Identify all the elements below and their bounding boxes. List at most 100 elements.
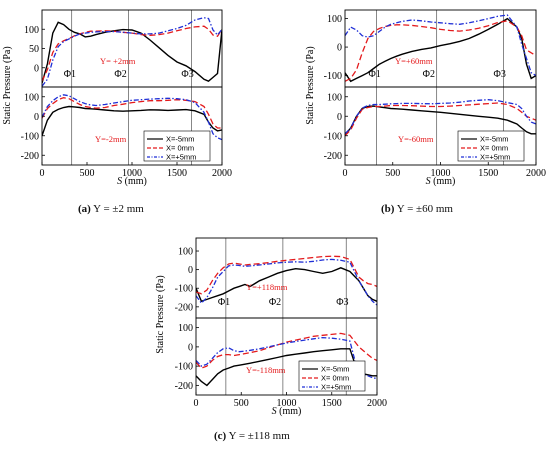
panel-annotation: Y=+60mm bbox=[395, 56, 433, 66]
phi-marker-label: Φ3 bbox=[494, 69, 506, 80]
y-tick-label: -100 bbox=[21, 131, 39, 142]
y-tick-label: 0 bbox=[188, 265, 193, 276]
legend-label: X= 0mm bbox=[480, 144, 508, 153]
x-tick-label: 1000 bbox=[122, 168, 142, 179]
caption-a: (a) Y = ±2 mm bbox=[78, 203, 144, 215]
y-tick-label: 0 bbox=[188, 342, 193, 353]
phi-marker-label: Φ1 bbox=[369, 69, 381, 80]
y-tick-label: 100 bbox=[24, 25, 39, 36]
y-tick-label: 100 bbox=[327, 14, 342, 25]
legend-label: X=-5mm bbox=[321, 365, 350, 374]
series-line-x-minus5 bbox=[345, 105, 536, 136]
legend-box bbox=[298, 360, 366, 392]
series-line-x-0 bbox=[345, 102, 536, 137]
y-tick-label: -100 bbox=[175, 284, 193, 295]
x-tick-label: 1500 bbox=[322, 398, 342, 409]
series-line-x-0 bbox=[345, 20, 536, 82]
phi-marker-label: Φ2 bbox=[114, 69, 126, 80]
y-tick-label: 0 bbox=[337, 112, 342, 123]
panel-b-top: -100 0 100 Y=+60mm Φ1 Φ2 Φ3 bbox=[324, 9, 537, 88]
series-line-x-0 bbox=[196, 255, 377, 295]
x-tick-label: 2000 bbox=[212, 168, 232, 179]
series-line-x-plus5 bbox=[345, 14, 536, 77]
series-line-x-plus5 bbox=[345, 99, 536, 135]
panel-annotation: Y=-118mm bbox=[246, 365, 286, 375]
y-tick-label: 100 bbox=[24, 92, 39, 103]
phi-marker-label: Φ2 bbox=[423, 69, 435, 80]
y-tick-label: -100 bbox=[175, 362, 193, 373]
y-tick-label: -100 bbox=[324, 131, 342, 142]
series-line-x-0 bbox=[196, 332, 377, 369]
x-tick-label: 1000 bbox=[277, 398, 297, 409]
legend-box bbox=[457, 130, 525, 162]
legend-label: X=+5mm bbox=[321, 383, 351, 392]
x-axis-label-unit: (mm) bbox=[277, 406, 302, 417]
x-axis-label-symbol: S bbox=[272, 406, 277, 417]
x-tick-label: 1500 bbox=[167, 168, 187, 179]
panel-a-top: 0 50 100 Y= +2mm Φ1 Φ2 Φ3 bbox=[24, 9, 223, 88]
phi-marker-label: Φ3 bbox=[181, 69, 193, 80]
panel-c-top: -200 -100 0 100 Y=+118mm Φ1 Φ2 Φ3 bbox=[175, 237, 378, 319]
x-axis-label: S (mm) bbox=[272, 406, 302, 417]
phi-marker-label: Φ1 bbox=[64, 69, 76, 80]
series-line-x-plus5 bbox=[42, 94, 222, 141]
y-tick-label: -200 bbox=[324, 151, 342, 162]
y-axis-label: Static Pressure (Pa) bbox=[155, 275, 166, 353]
x-axis-label-symbol: S bbox=[426, 176, 431, 187]
panel-annotation: Y=-2mm bbox=[95, 134, 127, 144]
x-axis-label-symbol: S bbox=[117, 176, 122, 187]
phi-marker-label: Φ1 bbox=[218, 297, 230, 308]
x-tick-label: 2000 bbox=[526, 168, 546, 179]
x-axis-label-unit: (mm) bbox=[431, 176, 456, 187]
legend-label: X= 0mm bbox=[166, 144, 194, 153]
caption-c: (c) Y = ±118 mm bbox=[214, 430, 290, 442]
x-tick-label: 500 bbox=[80, 168, 95, 179]
legend-box bbox=[143, 130, 211, 162]
chart-block-a: 0 50 100 Y= +2mm Φ1 Φ2 Φ3 -200 -100 0 100 Y=-2mm X=-… bbox=[2, 9, 232, 187]
x-tick-label: 0 bbox=[40, 168, 45, 179]
y-tick-label: 100 bbox=[178, 247, 193, 258]
chart-block-b: -100 0 100 Y=+60mm Φ1 Φ2 Φ3 -200 -100 0 100 Y=-60mm… bbox=[305, 9, 546, 187]
y-axis-label: Static Pressure (Pa) bbox=[2, 46, 13, 124]
y-tick-label: -200 bbox=[21, 151, 39, 162]
legend-label: X=+5mm bbox=[480, 153, 510, 162]
series-line-x-0 bbox=[42, 97, 222, 129]
legend-label: X=+5mm bbox=[166, 153, 196, 162]
phi-marker-label: Φ2 bbox=[269, 297, 281, 308]
legend-label: X=-5mm bbox=[166, 135, 195, 144]
series-line-x-plus5 bbox=[42, 17, 222, 87]
y-tick-label: -200 bbox=[175, 302, 193, 313]
x-tick-label: 0 bbox=[194, 398, 199, 409]
x-tick-label: 1500 bbox=[478, 168, 498, 179]
legend-label: X=-5mm bbox=[480, 135, 509, 144]
caption-b: (b) Y = ±60 mm bbox=[381, 203, 453, 215]
x-axis-label: S (mm) bbox=[117, 176, 147, 187]
y-tick-label: 100 bbox=[327, 92, 342, 103]
x-axis-label-unit: (mm) bbox=[122, 176, 147, 187]
x-axis-label: S (mm) bbox=[426, 176, 456, 187]
x-tick-label: 500 bbox=[385, 168, 400, 179]
y-tick-label: -200 bbox=[175, 381, 193, 392]
panel-annotation: Y= +2mm bbox=[100, 56, 136, 66]
y-tick-label: 100 bbox=[178, 323, 193, 334]
phi-marker-label: Φ3 bbox=[336, 297, 348, 308]
y-tick-label: 0 bbox=[337, 43, 342, 54]
y-tick-label: -100 bbox=[324, 71, 342, 82]
series-line-x-minus5 bbox=[42, 21, 222, 84]
y-axis-label: Static Pressure (Pa) bbox=[305, 46, 316, 124]
chart-block-c: -200 -100 0 100 Y=+118mm Φ1 Φ2 Φ3 -200 -100 0 100 Y=… bbox=[155, 237, 387, 417]
y-tick-label: 0 bbox=[34, 112, 39, 123]
y-tick-label: 50 bbox=[29, 44, 39, 55]
legend-label: X= 0mm bbox=[321, 374, 349, 383]
panel-annotation: Y=+118mm bbox=[246, 282, 288, 292]
series-line-x-minus5 bbox=[42, 105, 222, 137]
x-tick-label: 1000 bbox=[431, 168, 451, 179]
x-tick-label: 0 bbox=[343, 168, 348, 179]
